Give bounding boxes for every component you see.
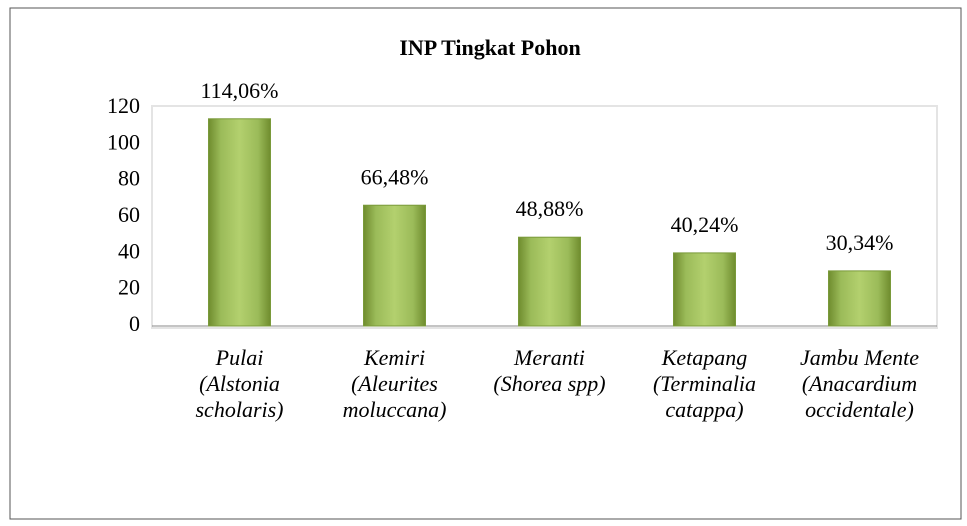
y-tick-label: 80	[118, 166, 140, 191]
value-label: 66,48%	[361, 164, 429, 189]
x-tick-label: (Aleurites	[351, 371, 438, 396]
x-tick-label: (Anacardium	[802, 371, 917, 396]
x-tick-label: catappa)	[665, 397, 743, 422]
y-tick-label: 120	[107, 93, 140, 118]
chart-title: INP Tingkat Pohon	[399, 35, 580, 60]
y-tick-label: 100	[107, 129, 140, 154]
value-label: 48,88%	[516, 196, 584, 221]
y-tick-label: 0	[129, 311, 140, 336]
chart-border	[9, 7, 962, 520]
x-tick-label: occidentale)	[805, 397, 914, 422]
value-label: 30,34%	[826, 230, 894, 255]
y-tick-label: 40	[118, 238, 140, 263]
bar	[363, 204, 426, 327]
bar	[518, 236, 581, 327]
value-label: 114,06%	[200, 78, 278, 103]
x-tick-label: moluccana)	[343, 397, 447, 422]
bar	[208, 118, 271, 327]
bar	[673, 252, 736, 327]
plot-area	[151, 105, 938, 329]
bar	[828, 270, 891, 327]
y-tick-label: 60	[118, 202, 140, 227]
x-tick-label: (Shorea spp)	[493, 371, 605, 396]
x-tick-label: Pulai	[215, 345, 264, 370]
x-tick-label: Meranti	[513, 345, 585, 370]
x-tick-label: (Alstonia	[199, 371, 280, 396]
y-tick-label: 20	[118, 275, 140, 300]
value-label: 40,24%	[671, 212, 739, 237]
x-tick-label: Jambu Mente	[800, 345, 919, 370]
x-tick-label: scholaris)	[196, 397, 284, 422]
x-tick-label: Kemiri	[363, 345, 425, 370]
x-tick-label: (Terminalia	[653, 371, 756, 396]
x-tick-label: Ketapang	[661, 345, 748, 370]
